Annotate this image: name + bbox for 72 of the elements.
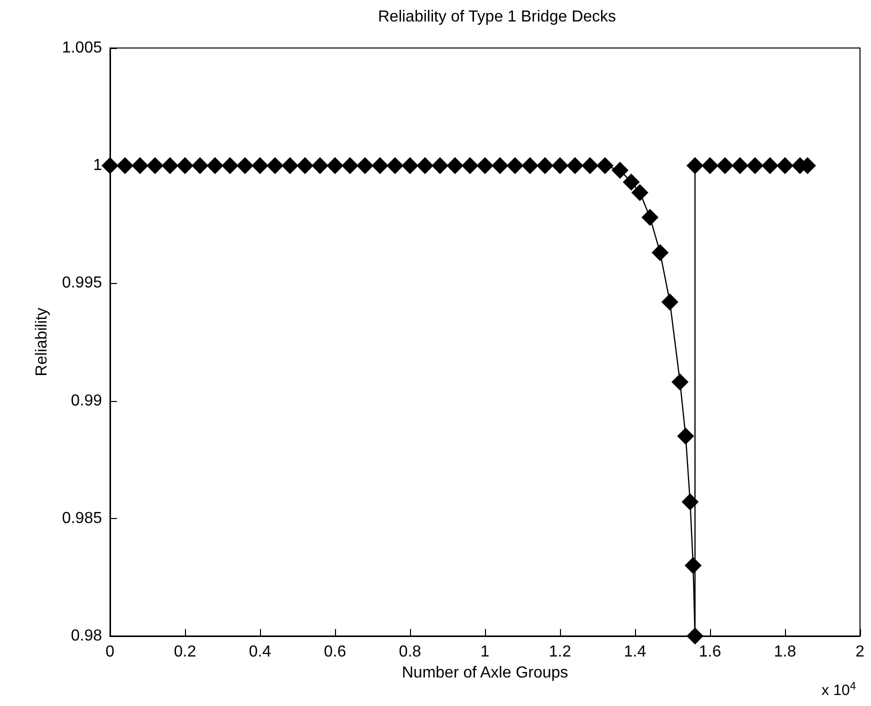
- x-tick-label: 1.6: [698, 644, 722, 660]
- point: [686, 628, 704, 644]
- point: [222, 157, 238, 174]
- x-tick-label: 0: [106, 644, 115, 660]
- point: [506, 157, 524, 174]
- point: [236, 157, 254, 174]
- point: [206, 157, 224, 174]
- point: [677, 428, 694, 445]
- y-axis-title: Reliability: [34, 308, 50, 376]
- point: [476, 157, 494, 174]
- x-tick-label: 1.2: [548, 644, 572, 660]
- point: [492, 157, 508, 174]
- y-tick-label: 0.985: [62, 510, 102, 527]
- point: [732, 157, 748, 174]
- point: [776, 157, 794, 174]
- point: [566, 157, 584, 174]
- point: [596, 157, 614, 174]
- point: [176, 157, 194, 174]
- point: [266, 157, 284, 174]
- point: [682, 493, 699, 510]
- y-tick-label: 0.995: [62, 274, 102, 292]
- point: [386, 157, 404, 174]
- point: [642, 208, 658, 226]
- point: [661, 294, 678, 311]
- point: [746, 157, 764, 174]
- x-tick-label: 1.8: [774, 644, 796, 660]
- point: [672, 373, 688, 390]
- point: [432, 157, 448, 174]
- point: [446, 157, 464, 174]
- point: [342, 157, 358, 174]
- point: [116, 157, 134, 174]
- point: [312, 157, 328, 174]
- y-tick-label: 1.005: [62, 40, 102, 56]
- point: [416, 157, 434, 174]
- point: [622, 174, 640, 191]
- point: [326, 157, 344, 174]
- point: [402, 157, 418, 174]
- point: [522, 157, 538, 174]
- point: [372, 157, 388, 174]
- x-axis-title: Number of Axle Groups: [402, 664, 568, 682]
- point: [686, 157, 704, 174]
- x-tick-label: 1.4: [624, 644, 646, 660]
- x-tick-label: 0.4: [248, 644, 272, 660]
- point: [296, 157, 314, 174]
- point: [192, 157, 208, 174]
- point: [631, 184, 648, 202]
- point: [132, 157, 148, 174]
- point: [102, 157, 118, 174]
- point: [684, 556, 702, 574]
- point: [582, 157, 598, 174]
- point: [252, 157, 268, 174]
- x-tick-label: 1: [480, 644, 490, 660]
- point: [162, 157, 178, 174]
- y-tick-label: 0.99: [70, 392, 102, 410]
- point: [536, 157, 554, 174]
- y-tick-label: 1: [93, 157, 102, 174]
- point: [716, 157, 734, 174]
- point: [282, 157, 298, 174]
- x-tick-label: 0.2: [174, 644, 196, 660]
- point: [462, 157, 478, 174]
- point: [146, 157, 164, 174]
- chart-title: Reliability of Type 1 Bridge Decks: [378, 8, 616, 26]
- point: [652, 244, 669, 262]
- y-tick-label: 0.98: [70, 628, 102, 644]
- x-tick-label: 0.6: [324, 644, 346, 660]
- point: [356, 157, 374, 174]
- point: [552, 157, 568, 174]
- point: [612, 162, 628, 179]
- point: [702, 157, 718, 174]
- x-tick-label: 0.8: [398, 644, 422, 660]
- point: [762, 157, 778, 174]
- x-tick-label: 2: [856, 644, 865, 660]
